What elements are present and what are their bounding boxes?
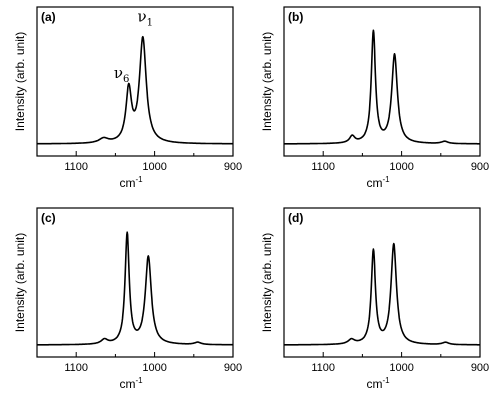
peak-annotation: ν1: [137, 7, 153, 28]
spectrum-line: [36, 231, 234, 346]
panel-label: (d): [288, 211, 303, 225]
x-tick-label: 900: [224, 161, 242, 173]
spectrum-line: [283, 29, 481, 145]
panel-1: 1100 1000 900 cm-1 Intensity (arb. unit) (a) ν…: [13, 6, 242, 190]
plot-frame: [283, 207, 481, 358]
x-tick-label: 900: [224, 362, 242, 374]
x-tick-label: 900: [471, 362, 489, 374]
panel-2: 1100 1000 900 cm-1 Intensity (arb. unit) (b): [260, 6, 489, 190]
x-tick-label: 1000: [389, 362, 413, 374]
y-axis-label: Intensity (arb. unit): [13, 233, 27, 332]
x-axis-label: cm-1: [119, 175, 143, 190]
x-tick-label: 1000: [389, 161, 413, 173]
plot-frame: [36, 6, 234, 157]
x-axis-label: cm-1: [366, 175, 390, 190]
x-tick-label: 1000: [142, 161, 166, 173]
peak-annotation: ν6: [114, 64, 130, 85]
y-axis-label: Intensity (arb. unit): [13, 32, 27, 131]
x-tick-label: 1100: [64, 362, 88, 374]
panel-label: (b): [288, 10, 303, 24]
plot-frame: [283, 6, 481, 157]
x-axis-label: cm-1: [119, 376, 143, 391]
panel-4: 1100 1000 900 cm-1 Intensity (arb. unit) (d): [260, 207, 489, 391]
y-axis-label: Intensity (arb. unit): [260, 32, 274, 131]
panel-label: (c): [41, 211, 56, 225]
plot-frame: [36, 207, 234, 358]
spectrum-line: [36, 35, 234, 145]
x-axis-label: cm-1: [366, 376, 390, 391]
y-axis-label: Intensity (arb. unit): [260, 233, 274, 332]
x-tick-label: 1000: [142, 362, 166, 374]
panel-3: 1100 1000 900 cm-1 Intensity (arb. unit) (c): [13, 207, 242, 391]
x-tick-label: 900: [471, 161, 489, 173]
x-tick-label: 1100: [311, 362, 335, 374]
spectrum-line: [283, 242, 481, 346]
panel-label: (a): [41, 10, 56, 24]
x-tick-label: 1100: [64, 161, 88, 173]
x-tick-label: 1100: [311, 161, 335, 173]
